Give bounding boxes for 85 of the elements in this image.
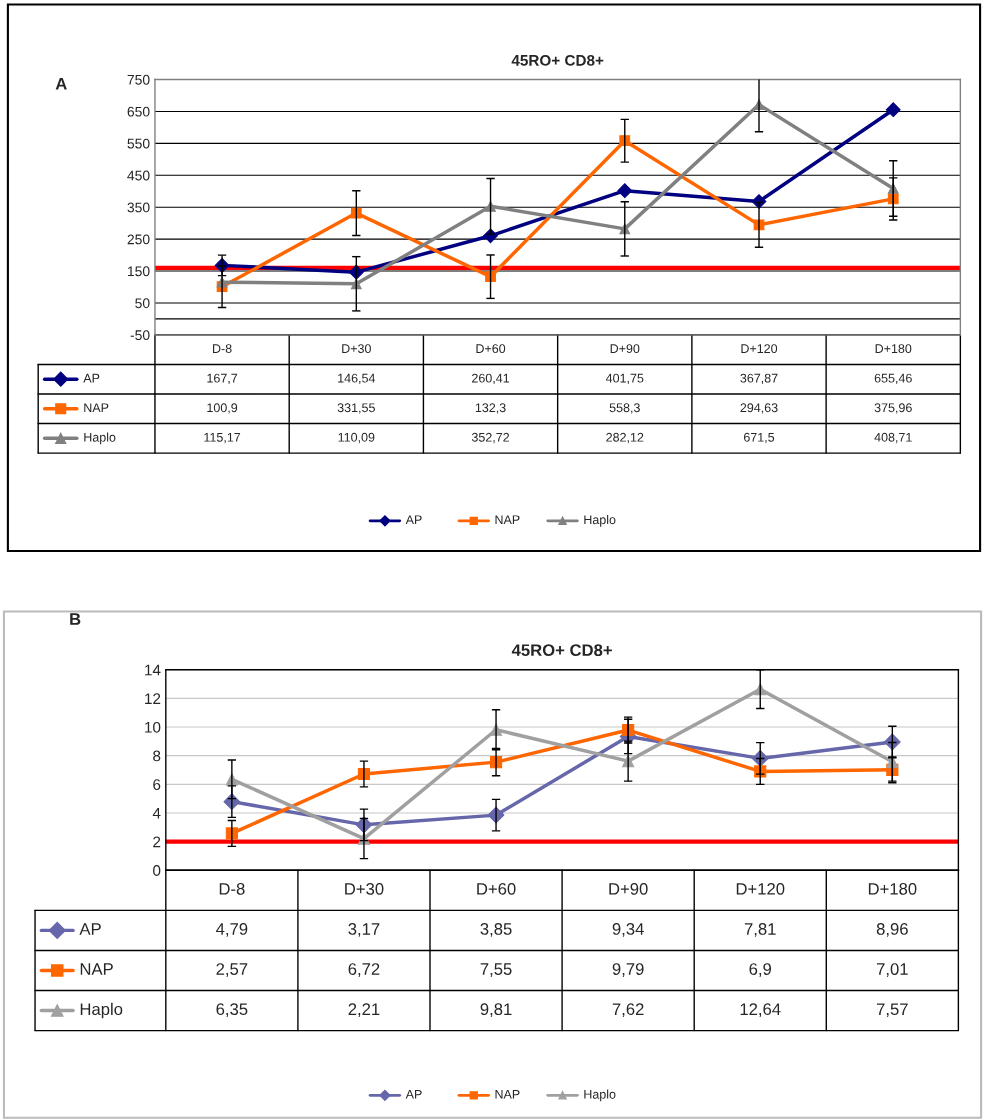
data-label: 7,57 (876, 1003, 908, 1018)
y-tick-label: 550 (127, 138, 150, 149)
data-label: 132,3 (475, 403, 506, 414)
category-label: D+120 (741, 344, 778, 354)
legend-label: Haplo (84, 432, 116, 445)
y-tick-label: 4 (152, 807, 161, 819)
y-tick-label: 150 (127, 266, 150, 277)
data-label: 7,01 (876, 963, 908, 977)
y-tick-label: 650 (127, 106, 150, 117)
data-label: 352,72 (471, 432, 510, 444)
data-label: 671,5 (744, 432, 775, 444)
data-label: 558,3 (609, 403, 640, 414)
category-label: D+180 (868, 882, 917, 895)
data-label: 7,55 (480, 963, 512, 977)
data-label: 9,81 (480, 1003, 512, 1018)
data-label: 401,75 (605, 373, 644, 385)
category-label: D+90 (610, 344, 640, 354)
data-label: 115,17 (204, 432, 241, 444)
data-label: 9,79 (612, 963, 644, 977)
y-tick-label: 12 (145, 693, 161, 704)
y-tick-label: 50 (135, 298, 150, 309)
text: NAP (495, 515, 520, 525)
text: AP (405, 515, 422, 525)
chart-title: 45RO+ CD8+ (511, 644, 612, 657)
y-tick-label: 2 (153, 836, 161, 848)
text: Haplo (584, 514, 616, 527)
data-label: 3,85 (480, 923, 512, 937)
point (619, 135, 631, 147)
data-label: 12,64 (740, 1003, 781, 1018)
y-tick-label: 450 (127, 170, 150, 181)
data-label: 331,55 (337, 403, 375, 414)
data-label: 110,09 (338, 432, 375, 444)
y-tick-label: 8 (153, 750, 161, 762)
legend-label: NAP (84, 403, 109, 413)
data-label: 408,71 (874, 432, 912, 444)
category-label: D+180 (875, 344, 912, 354)
data-label: 4,79 (216, 923, 248, 937)
data-label: 3,17 (348, 923, 380, 937)
y-tick-label: -50 (130, 330, 150, 341)
category-label: D-8 (213, 344, 232, 354)
legend-label: NAP (80, 963, 113, 975)
category-label: D+30 (345, 882, 384, 895)
category-label: D+60 (476, 344, 506, 354)
data-label: 6,35 (216, 1003, 248, 1018)
point (885, 102, 901, 118)
data-label: 7,81 (744, 923, 776, 937)
data-label: 2,57 (216, 963, 248, 977)
legend-label: AP (83, 373, 100, 383)
legend-label: Haplo (80, 1002, 123, 1019)
y-tick-label: 10 (145, 721, 161, 733)
category-label: D-8 (219, 882, 245, 895)
data-label: 100,9 (207, 403, 238, 414)
data-label: 294,63 (740, 403, 778, 414)
chart-title: 45RO+ CD8+ (511, 54, 604, 66)
text: NAP (495, 1089, 520, 1099)
data-label: 167,7 (207, 373, 238, 385)
data-label: 6,9 (749, 963, 772, 977)
legend-label: AP (79, 923, 101, 935)
data-label: 2,21 (348, 1003, 380, 1018)
point (617, 183, 633, 199)
text: A (55, 77, 67, 90)
text: B (70, 613, 81, 625)
category-label: D+30 (342, 344, 371, 354)
category-label: D+90 (609, 882, 648, 895)
data-label: 6,72 (348, 963, 380, 977)
data-label: 282,12 (606, 432, 644, 444)
text: AP (405, 1089, 422, 1099)
text: Haplo (584, 1089, 616, 1102)
data-label: 260,41 (472, 373, 510, 385)
y-tick-label: 750 (127, 74, 150, 85)
y-tick-label: 6 (153, 779, 161, 791)
data-label: 367,87 (740, 373, 778, 385)
data-label: 146,54 (338, 373, 376, 385)
y-tick-label: 14 (145, 664, 161, 676)
y-tick-label: 0 (153, 865, 161, 876)
data-label: 8,96 (876, 923, 908, 937)
y-tick-label: 350 (127, 202, 150, 213)
data-label: 7,62 (612, 1003, 644, 1018)
point (485, 271, 496, 283)
data-label: 375,96 (874, 403, 912, 414)
category-label: D+120 (736, 882, 785, 895)
category-label: D+60 (477, 882, 516, 895)
data-label: 655,46 (874, 373, 912, 385)
data-label: 9,34 (612, 923, 644, 937)
y-tick-label: 250 (127, 234, 150, 245)
